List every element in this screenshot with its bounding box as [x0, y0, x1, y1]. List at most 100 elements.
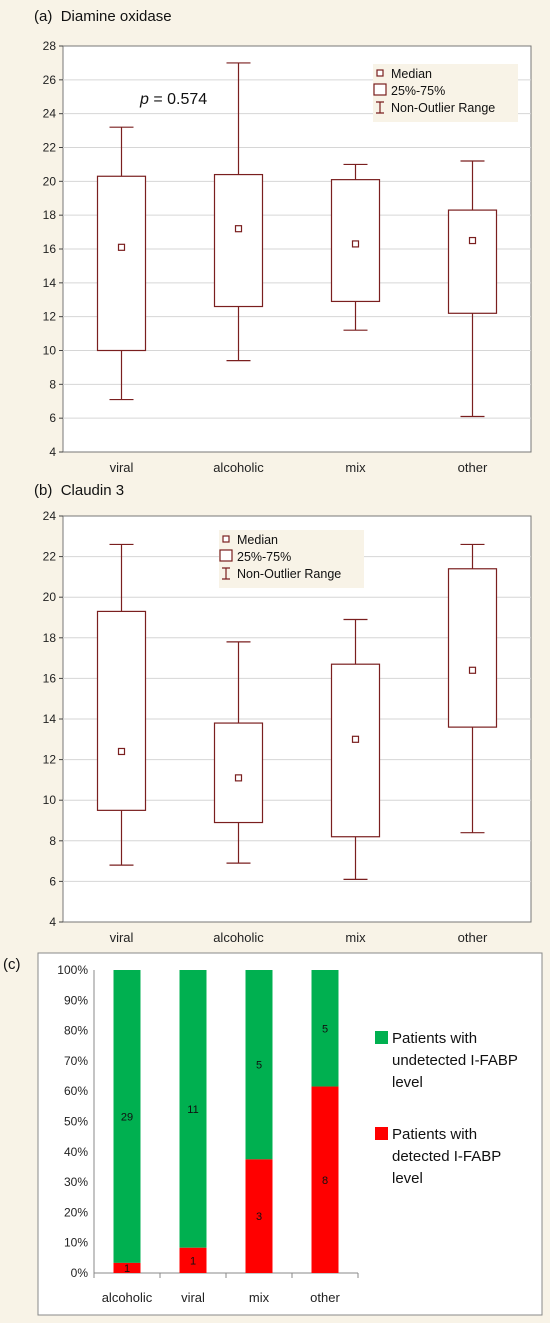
panel-c-category-label: mix: [249, 1290, 270, 1305]
panel-c-ytick-label: 50%: [64, 1115, 88, 1129]
panel-a-chart-title: Diamine oxidase: [60, 8, 172, 25]
panel-c-bar-detected: [311, 1086, 339, 1273]
panel-c-legend-red-swatch: [375, 1127, 388, 1140]
panel-a-ytick-label: 22: [43, 141, 57, 155]
panel-a-legend-range-icon: [376, 101, 384, 114]
panel-c-bar-undetected: [311, 970, 339, 1087]
panel-c-bar-detected: [113, 1262, 141, 1273]
panel-c-bar-undetected: [245, 970, 273, 1160]
panel-c-ytick-label: 10%: [64, 1236, 88, 1250]
panel-c-label-undetected: 11: [187, 1104, 198, 1116]
panel-b-title: (b) Claudin 3: [34, 482, 124, 499]
panel-c-bar-detected: [179, 1247, 207, 1273]
panel-a-legend-box-icon: [373, 83, 387, 96]
panel-a-iqr-box: [447, 209, 498, 314]
panel-c-label-undetected: 5: [322, 1023, 328, 1035]
panel-b-legend-box-label: 25%-75%: [237, 550, 291, 564]
panel-c-label-undetected: 29: [121, 1111, 133, 1123]
panel-c-label-detected: 1: [124, 1263, 130, 1275]
panel-c-ytick-label: 100%: [57, 963, 88, 977]
panel-a-letter: (a): [34, 8, 53, 25]
panel-c-bar-undetected: [113, 970, 141, 1263]
panel-b-legend-box-icon: [219, 549, 233, 562]
panel-c-legend-red-label: level: [392, 1170, 423, 1187]
panel-c-label-undetected: 5: [256, 1060, 262, 1072]
panel-a-median-marker: [351, 240, 360, 248]
panel-b-category-label: other: [458, 930, 488, 945]
panel-c-category-label: other: [310, 1290, 340, 1305]
panel-b-median-marker: [351, 735, 360, 743]
panel-c-legend-red-label: detected I-FABP: [392, 1148, 501, 1165]
panel-a-median-marker: [234, 225, 243, 233]
panel-a-ytick-label: 14: [43, 276, 57, 290]
panel-a-category-label: mix: [345, 460, 366, 475]
panel-c-ytick-label: 30%: [64, 1175, 88, 1189]
panel-b-iqr-box: [330, 663, 381, 838]
panel-b-ytick-label: 14: [43, 712, 57, 726]
panel-b-iqr-box: [96, 610, 147, 811]
panel-b-ytick-label: 8: [49, 834, 56, 848]
panel-b-median-marker: [117, 747, 126, 756]
panel-a-category-label: viral: [110, 460, 134, 475]
panel-c-legend-red-label: Patients with: [392, 1126, 477, 1143]
panel-b-legend-range-label: Non-Outlier Range: [237, 567, 341, 581]
panel-b-ytick-label: 12: [43, 753, 57, 767]
panel-c-legend-green-label: level: [392, 1074, 423, 1091]
panel-b-legend-range-icon: [222, 567, 230, 580]
panel-a-legend-bg: [373, 64, 518, 122]
panel-c-bar-undetected: [179, 970, 207, 1248]
panel-c-bar-detected: [245, 1159, 273, 1273]
panel-a-category-label: other: [458, 460, 488, 475]
panel-b-iqr-box: [447, 568, 498, 728]
panel-b-ytick-label: 22: [43, 550, 57, 564]
panel-a-ytick-label: 26: [43, 73, 57, 87]
panel-a-legend-range-label: Non-Outlier Range: [391, 101, 495, 115]
panel-b-category-label: viral: [110, 930, 134, 945]
panel-c-legend-green-swatch: [375, 1031, 388, 1044]
panel-a-ytick-label: 16: [43, 242, 57, 256]
panel-a-p-value: p = 0.574: [139, 91, 207, 108]
panel-b-chart-title: Claudin 3: [60, 482, 125, 499]
panel-b-median-marker: [468, 666, 477, 674]
panel-b-ytick-label: 6: [49, 874, 56, 888]
panel-b-ytick-label: 24: [43, 509, 57, 523]
panel-c-ytick-label: 0%: [71, 1266, 89, 1280]
panel-b-legend-median-icon: [222, 535, 230, 543]
panel-b-ytick-label: 20: [43, 590, 57, 604]
panel-a-category-label: alcoholic: [213, 460, 264, 475]
panel-a-ytick-label: 18: [43, 208, 57, 222]
panel-a-legend-box-label: 25%-75%: [391, 84, 445, 98]
panel-a-iqr-box: [96, 175, 147, 352]
panel-c-ytick-label: 40%: [64, 1145, 88, 1159]
panel-b-legend-median-label: Median: [237, 533, 278, 547]
panel-b-median-marker: [234, 774, 243, 782]
panel-a-median-marker: [468, 236, 477, 245]
panel-a-ytick-label: 28: [43, 39, 57, 53]
panel-a-legend-median-label: Median: [391, 67, 432, 81]
panel-c-ytick-label: 60%: [64, 1084, 88, 1098]
panel-c-category-label: viral: [181, 1290, 205, 1305]
panel-a-ytick-label: 8: [49, 377, 56, 391]
panel-b-iqr-box: [213, 722, 264, 824]
panel-c-label-detected: 1: [190, 1255, 196, 1267]
panel-a-ytick-label: 24: [43, 107, 57, 121]
panel-a-ytick-label: 12: [43, 310, 57, 324]
panel-a-iqr-box: [213, 173, 264, 308]
panel-a-p-number: = 0.574: [149, 91, 207, 108]
panel-c-legend-green-label: Patients with: [392, 1030, 477, 1047]
panel-a-title: (a) Diamine oxidase: [34, 8, 172, 25]
panel-c-ytick-label: 20%: [64, 1205, 88, 1219]
panel-b-legend-bg: [219, 530, 364, 588]
panel-c-category-label: alcoholic: [102, 1290, 153, 1305]
panel-a-ytick-label: 10: [43, 344, 57, 358]
panel-c-legend-green-label: undetected I-FABP: [392, 1052, 518, 1069]
panel-a-ytick-label: 20: [43, 174, 57, 188]
panel-c-letter: (c): [3, 956, 21, 973]
panel-a-p-symbol: p: [139, 91, 149, 108]
panel-c-ytick-label: 80%: [64, 1024, 88, 1038]
panel-c-ytick-label: 70%: [64, 1054, 88, 1068]
panel-b-ytick-label: 18: [43, 631, 57, 645]
panel-b-category-label: mix: [345, 930, 366, 945]
